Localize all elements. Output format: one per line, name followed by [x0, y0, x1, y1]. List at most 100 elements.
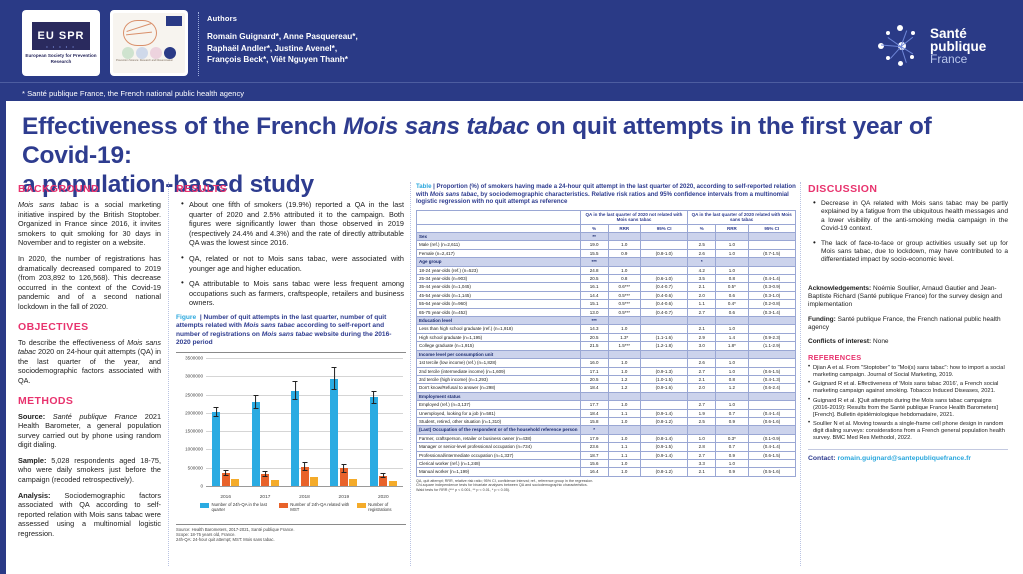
table-row-label: Male (ref.) (n=2,611) [416, 240, 581, 250]
chart-legend-item: Number of 24h-QA in the last quarter [200, 502, 272, 512]
table-row: Don't know/Refusal to answer (n=298) 18.4… [416, 383, 797, 393]
table-caption-b: , by sociodemographic characteristics. R… [416, 190, 789, 206]
table-corner-cell-2 [416, 223, 581, 234]
chart-source-rule [176, 524, 406, 525]
figure-caption-italic-1: Mois sans tabac [243, 322, 295, 330]
column-divider-3 [800, 182, 801, 566]
table-row: 3rd tercile (high income) (n=1,293) 20.5 1… [416, 374, 797, 385]
table-row: Manual worker (n=1,199) 16.4 1.0 (0.8-1.2) 2… [416, 467, 797, 477]
methods-item-analysis: Analysis: Sociodemographic factors assoc… [18, 491, 161, 539]
acknowledgements-block: Acknowledgements: Noémie Soullier, Arnau… [808, 285, 1008, 310]
table-cell: (1.1-2.9) [747, 341, 797, 351]
section-heading-objectives: OBJECTIVES [18, 320, 89, 333]
table-cell [639, 425, 689, 435]
table-cell [687, 231, 717, 242]
table-row-label: Professional/intermediate occupation (n=… [416, 450, 581, 460]
table-cell: 1.0 [715, 366, 749, 376]
table-cell [747, 316, 797, 326]
chart-legend-label: Number of 24h-QA related with MST [290, 502, 350, 513]
table-cell: 2.0 [687, 383, 717, 393]
table-row: 2nd tercile (intermediate income) (n=1,6… [416, 366, 797, 376]
chart-bar [369, 391, 378, 486]
chart-y-tick-label: 1500000 [185, 428, 203, 434]
spf-wordmark: Santé publique France [930, 25, 986, 66]
spf-word-sante: Santé [930, 25, 967, 41]
table-cell: 0.8 [607, 274, 641, 284]
table-label: Table [416, 183, 432, 190]
table-cell [715, 391, 749, 402]
table-note-1: QA, quit attempt; RRR, relative risk rat… [416, 478, 594, 483]
table-notes: QA, quit attempt; RRR, relative risk rat… [416, 479, 796, 493]
chart-legend-item: Number of registrations [356, 502, 406, 512]
table-group-row: (Last) Occupation of the respondent or o… [416, 425, 797, 435]
table-subheader-ci-1: 95% CI [639, 223, 689, 234]
table-cell: (0.6-1.0) [639, 274, 689, 284]
chart-gridline [206, 358, 403, 359]
table-cell: 1.1 [607, 442, 641, 452]
table-cell: 1.0 [715, 358, 749, 368]
table-cell: (0.4-1.3) [747, 374, 797, 385]
table-row-label: College graduate (n=1,915) [416, 341, 581, 351]
table-group-header-right: QA in the last quarter of 2020 related w… [687, 209, 796, 225]
discussion-bullet-1: Decrease in QA related with Mois sans ta… [813, 199, 1008, 234]
chart-x-tick-label: 2017 [259, 495, 271, 500]
table-cell: (0.9-2.3) [747, 332, 797, 343]
affiliation-note: * Santé publique France, the French nati… [0, 86, 1023, 101]
chart-bar [261, 470, 270, 486]
spf-word-france: France [930, 51, 968, 66]
table-row-label: 25-34 year-olds (n=903) [416, 274, 581, 284]
chart-legend: Number of 24h-QA in the last quarter Numb… [200, 502, 406, 512]
table-cell: 14.3 [579, 324, 609, 334]
contact-line: Contact: romain.guignard@santepubliquefr… [808, 455, 1008, 462]
chart-gridline [206, 412, 403, 414]
table-cell: 3.0 [687, 341, 717, 351]
table-cell: 0.7 [715, 442, 749, 452]
table-cell [715, 349, 749, 360]
table-cell [747, 391, 797, 402]
table-cell: (0.3-1.4) [747, 307, 797, 318]
table-cell: 2.0 [687, 290, 717, 301]
chart-x-tick-label: 2019 [338, 495, 350, 500]
table-cell [747, 265, 797, 276]
table-row-label: Farmer, craftsperson, retailer or busine… [416, 433, 581, 444]
table-row-label: Employed (ref.) (n=3,137) [416, 400, 581, 410]
column-divider-1 [168, 182, 169, 566]
table-cell: 16.4 [579, 467, 609, 477]
eu-stars-icon: • • • • • [46, 43, 76, 49]
table-cell [639, 265, 689, 276]
chart-error-bar [341, 464, 347, 473]
table-cell: 17.7 [579, 400, 609, 410]
table-cell: 20.5 [579, 332, 609, 343]
chart-x-tick-label: 2016 [220, 495, 232, 500]
contact-email-link[interactable]: romain.guignard@santepubliquefrance.fr [837, 454, 971, 462]
table-cell: 2.7 [687, 307, 717, 318]
table-subheader-rrr-1: RRR [607, 223, 641, 234]
chart-source-notes: Source: Health Barometers, 2017-2021, Sa… [176, 524, 406, 542]
table-group-row: Sex ** [416, 231, 797, 242]
table-cell [747, 349, 797, 360]
chart-y-tick-label: 3500000 [185, 355, 203, 361]
logo-dot-navy-icon [164, 47, 176, 59]
table-cell: 0.8 [715, 274, 749, 284]
chart-top-rule [176, 352, 406, 354]
table-row-label: Income level per consumption unit [416, 349, 581, 360]
table-group-header-left: QA in the last quarter of 2020 not relat… [579, 209, 689, 225]
table-cell: 15.1 [579, 299, 609, 309]
table-row-label: 2nd tercile (intermediate income) (n=1,6… [416, 366, 581, 376]
table-cell: 0.9 [715, 467, 749, 477]
table-cell: 1.2 [715, 383, 749, 393]
table-row-label: 55-64 year-olds (n=960) [416, 299, 581, 309]
table-cell: (0.8-1.2) [639, 467, 689, 477]
table-row: College graduate (n=1,915) 21.5 1.5*** (1.2… [416, 341, 797, 351]
eu-spr-mark-text: EU [37, 29, 55, 42]
table-cell: 16.0 [579, 358, 609, 368]
author-line-2: Raphaël Andler*, Justine Avenel*, [207, 43, 338, 53]
table-cell [687, 349, 717, 360]
chart-bar-group [245, 358, 284, 486]
table-cell: 0.7 [715, 408, 749, 418]
table-cell [579, 391, 609, 402]
table-cell: 18.7 [579, 450, 609, 460]
objectives-paragraph: To describe the effectiveness of Mois sa… [18, 338, 161, 386]
table-cell: (1.2-1.8) [639, 341, 689, 351]
table-cell: 19.0 [579, 240, 609, 250]
